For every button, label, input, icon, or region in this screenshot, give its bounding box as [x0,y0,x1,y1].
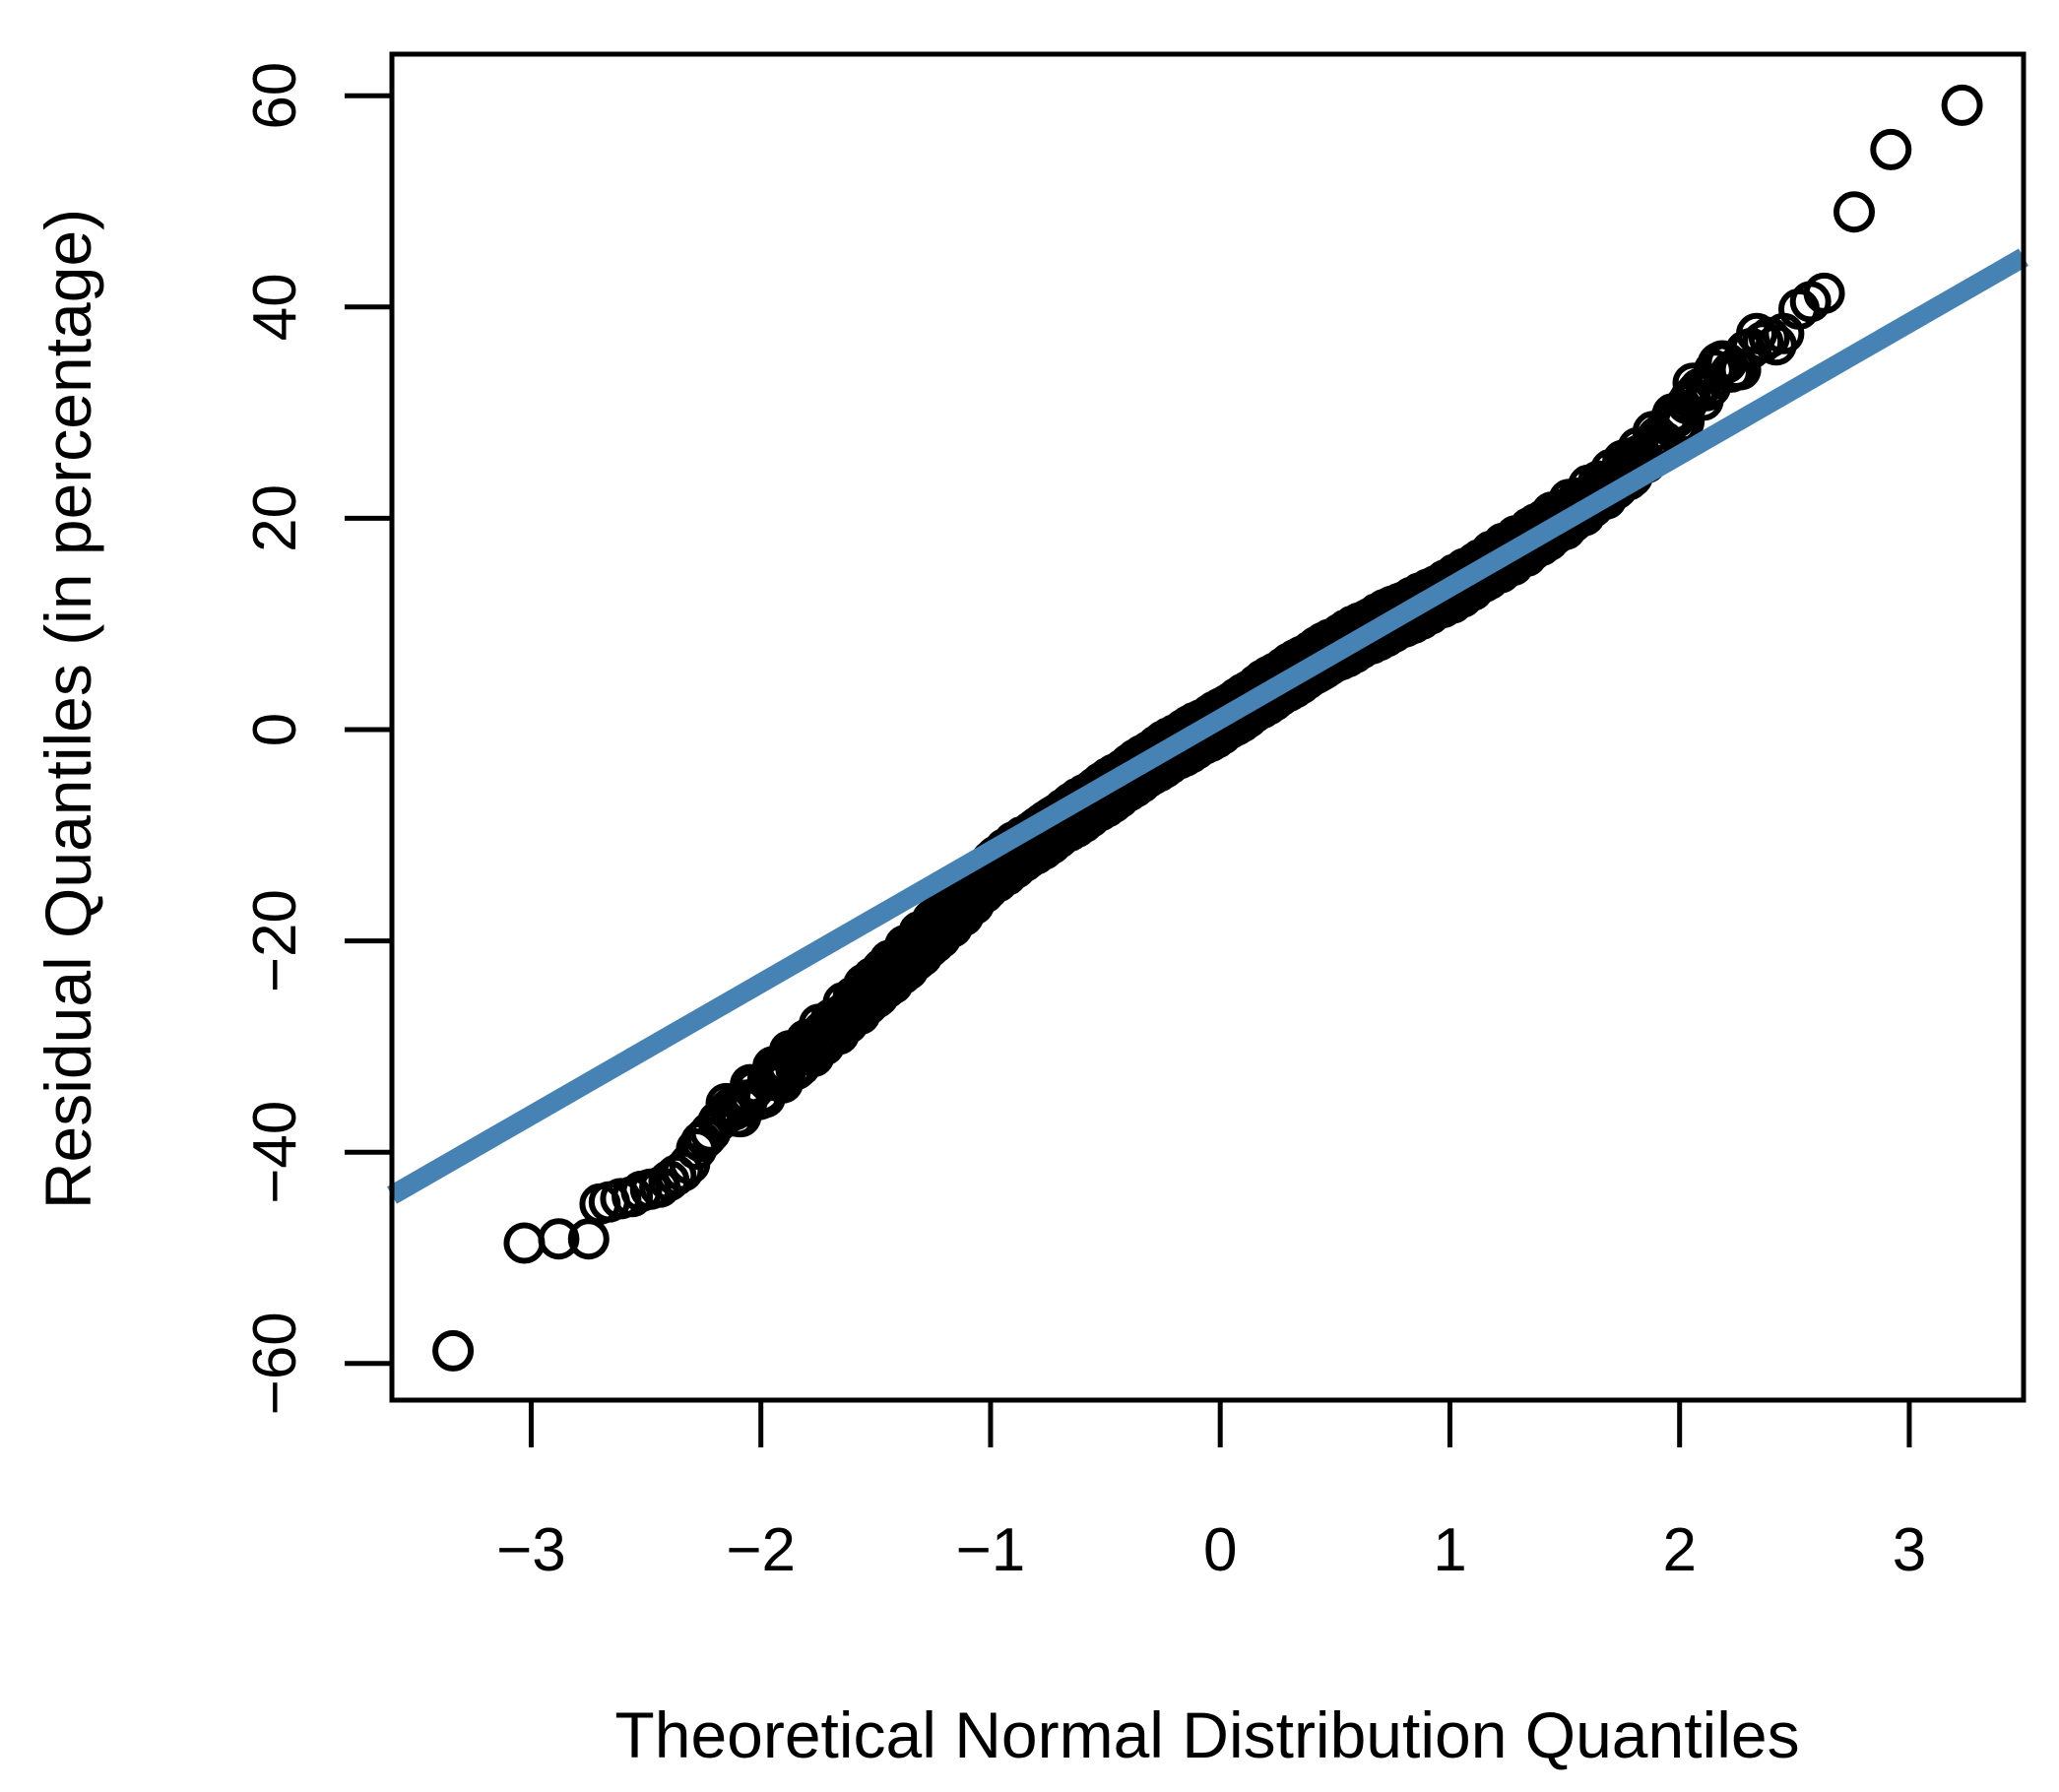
y-tick-label-2: −20 [241,889,309,992]
x-tick-label-4: 1 [1433,1516,1466,1584]
qq-line [387,248,2028,1204]
qq-point [680,1120,723,1163]
qq-point [1719,349,1762,391]
x-tick-label-2: −1 [956,1516,1026,1584]
qq-point [432,1329,475,1372]
y-axis: −60 −40 −20 0 20 40 60 [241,62,392,1415]
y-tick-label-5: 40 [241,273,309,341]
x-tick-label-3: 0 [1203,1516,1237,1584]
qq-point [1941,84,1983,126]
x-tick-label-5: 2 [1662,1516,1696,1584]
qq-point [1803,272,1845,314]
y-tick-label-1: −40 [241,1101,309,1204]
y-tick-label-4: 20 [241,484,309,552]
qq-point [538,1218,580,1260]
qq-point [1834,191,1875,233]
x-tick-label-6: 3 [1893,1516,1926,1584]
qq-point [684,1117,727,1159]
qq-point [503,1222,546,1264]
x-axis-label: Theoretical Normal Distribution Quantile… [614,1698,1799,1771]
qq-point [1870,128,1912,170]
x-tick-label-0: −3 [496,1516,566,1584]
qq-point [689,1111,732,1153]
y-tick-label-3: 0 [241,713,309,746]
x-axis: −3 −2 −1 0 1 2 3 [496,1400,1926,1584]
qq-point [662,1150,704,1192]
x-tick-label-1: −2 [726,1516,796,1584]
y-tick-label-0: −60 [241,1312,309,1415]
y-tick-label-6: 60 [241,62,309,130]
y-axis-label: Residual Quantiles (in percentage) [32,209,104,1209]
